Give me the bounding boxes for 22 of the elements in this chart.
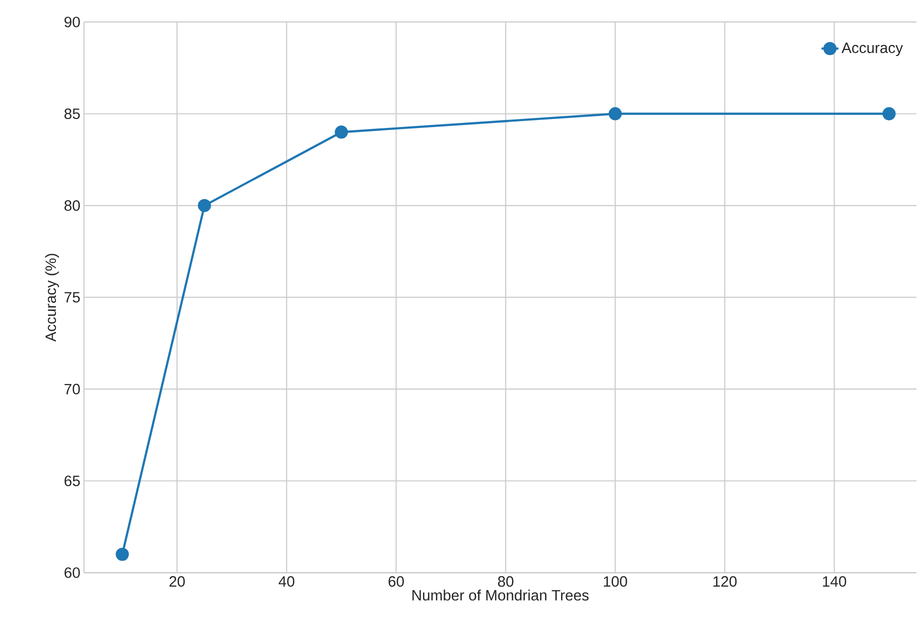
y-axis-title: Accuracy (%) <box>45 254 59 342</box>
x-tick-label: 40 <box>278 576 294 587</box>
y-tick-label: 75 <box>64 292 80 303</box>
y-tick-label: 65 <box>64 476 80 486</box>
point <box>116 548 129 562</box>
y-tick-label: 80 <box>64 200 80 212</box>
point <box>334 126 348 139</box>
x-tick-label: 80 <box>498 576 514 587</box>
x-tick-label: 140 <box>822 576 846 587</box>
y-tick-label: 70 <box>64 384 80 395</box>
point <box>882 107 896 121</box>
x-tick-label: 100 <box>604 576 628 587</box>
x-tick-label: 120 <box>713 576 737 587</box>
point <box>198 199 212 212</box>
x-tick-label: 60 <box>388 576 404 587</box>
legend-label: Accuracy <box>842 42 903 56</box>
y-tick-label: 60 <box>64 568 80 578</box>
x-tick-label: 20 <box>170 576 185 587</box>
y-tick-label: 85 <box>64 108 80 120</box>
x-axis-title: Number of Mondrian Trees <box>412 590 589 601</box>
y-tick-label: 90 <box>64 16 80 28</box>
point <box>608 107 622 121</box>
